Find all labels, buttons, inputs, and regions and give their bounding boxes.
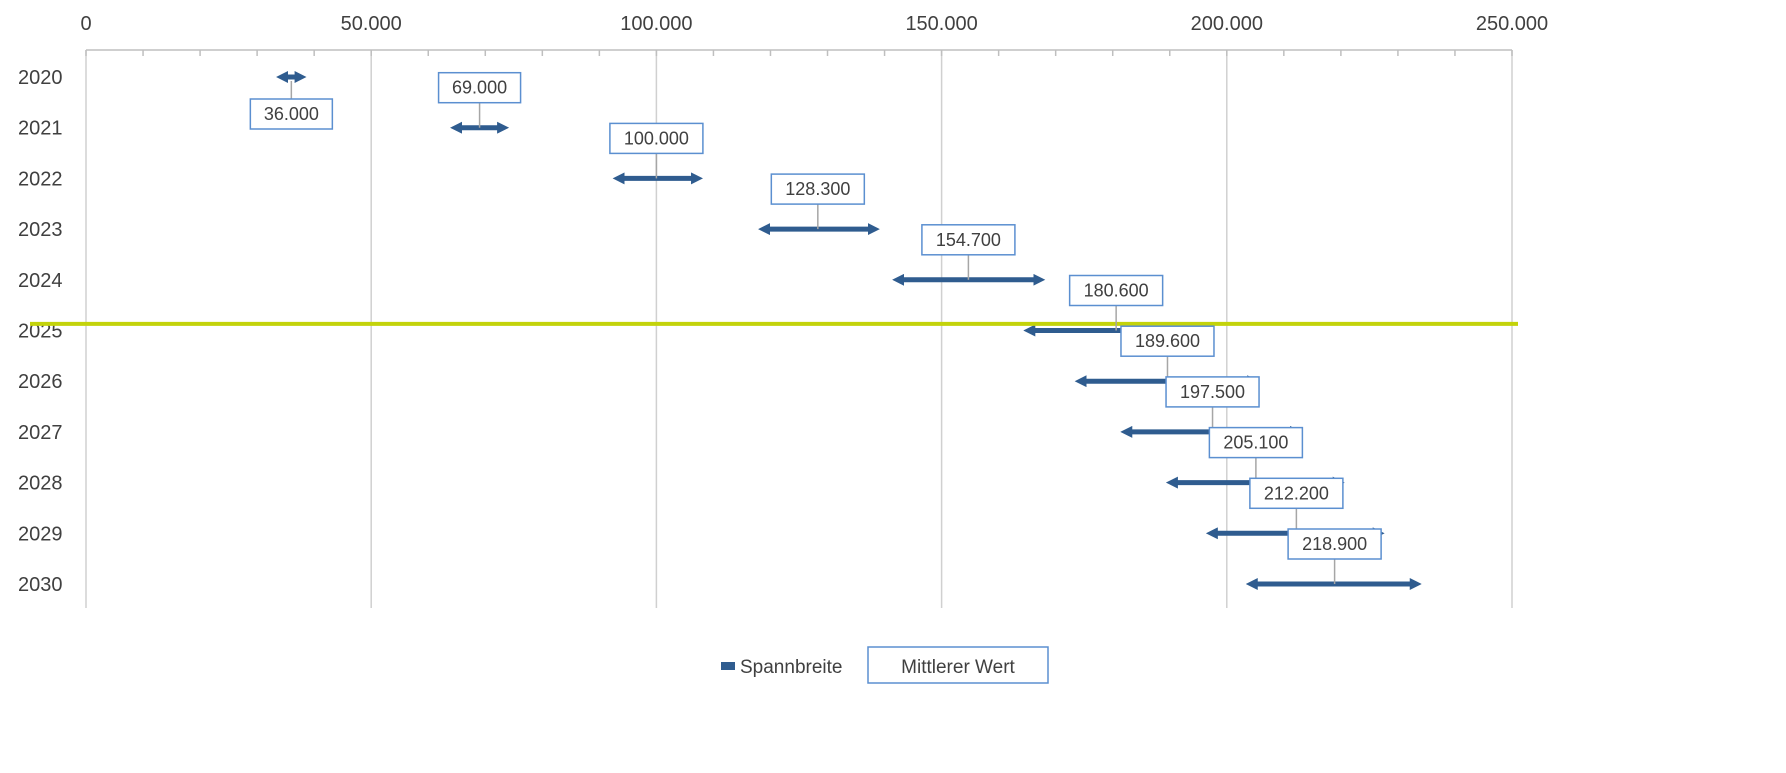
- mean-label-box: [609, 122, 704, 155]
- mean-data-label: 128.300: [785, 179, 850, 199]
- mean-label-box: [1249, 477, 1344, 510]
- y-tick-label: 2023: [18, 219, 63, 241]
- y-tick-label: 2020: [18, 67, 63, 89]
- x-tick-label: 150.000: [905, 13, 977, 35]
- legend-swatch-spannbreite: [721, 662, 735, 670]
- mean-data-label: 36.000: [264, 104, 319, 124]
- mean-data-label: 205.100: [1223, 433, 1288, 453]
- mean-data-label: 212.200: [1264, 483, 1329, 503]
- x-axis: 0 50.000 100.000 150.000 200.000 250.000: [80, 13, 1548, 56]
- y-tick-label: 2029: [18, 523, 63, 545]
- x-tick-label: 100.000: [620, 13, 692, 35]
- y-tick-label: 2021: [18, 118, 63, 140]
- y-tick-label: 2027: [18, 422, 63, 444]
- mean-data-label: 197.500: [1180, 382, 1245, 402]
- x-tick-label: 0: [80, 13, 91, 35]
- mean-label-box: [770, 173, 866, 205]
- mean-data-label: 189.600: [1135, 331, 1200, 351]
- mean-data-label: 218.900: [1302, 534, 1367, 554]
- mean-data-label: 100.000: [624, 128, 689, 148]
- mean-label-box: [1068, 274, 1164, 307]
- mean-data-label: 69.000: [452, 78, 507, 98]
- legend-swatch-mittlerer-wert: [867, 646, 1049, 684]
- mean-label-box: [1165, 376, 1260, 408]
- y-tick-label: 2022: [18, 168, 63, 190]
- mean-label-box: [921, 224, 1016, 256]
- mean-labels: 36.000 69.000 100.000 128.300 154.700 180.600…: [249, 71, 1382, 584]
- gridlines: [85, 50, 1513, 608]
- legend-label-spannbreite: Spannbreite: [740, 657, 842, 678]
- mean-data-label: 180.600: [1084, 281, 1149, 301]
- y-tick-label: 2030: [18, 574, 63, 596]
- x-tick-label: 200.000: [1191, 13, 1263, 35]
- y-axis: 2020 2021 2022 2023 2024 2025 2026 2027 2028 2029…: [18, 67, 63, 596]
- mean-label-box: [249, 98, 334, 130]
- y-tick-label: 2024: [18, 270, 63, 292]
- legend-label-mittlerer-wert: Mittlerer Wert: [901, 657, 1015, 678]
- y-tick-label: 2026: [18, 371, 63, 393]
- mean-label-box: [437, 71, 522, 104]
- x-tick-label: 250.000: [1476, 13, 1548, 35]
- x-tick-label: 50.000: [341, 13, 402, 35]
- y-tick-label: 2028: [18, 473, 63, 495]
- y-tick-label: 2025: [18, 321, 63, 343]
- mean-data-label: 154.700: [936, 230, 1001, 250]
- legend: Spannbreite Mittlerer Wert: [721, 646, 1049, 684]
- mean-label-box: [1287, 528, 1382, 560]
- range-bars: [276, 70, 1422, 591]
- mean-label-box: [1120, 325, 1215, 357]
- mean-label-box: [1208, 426, 1304, 459]
